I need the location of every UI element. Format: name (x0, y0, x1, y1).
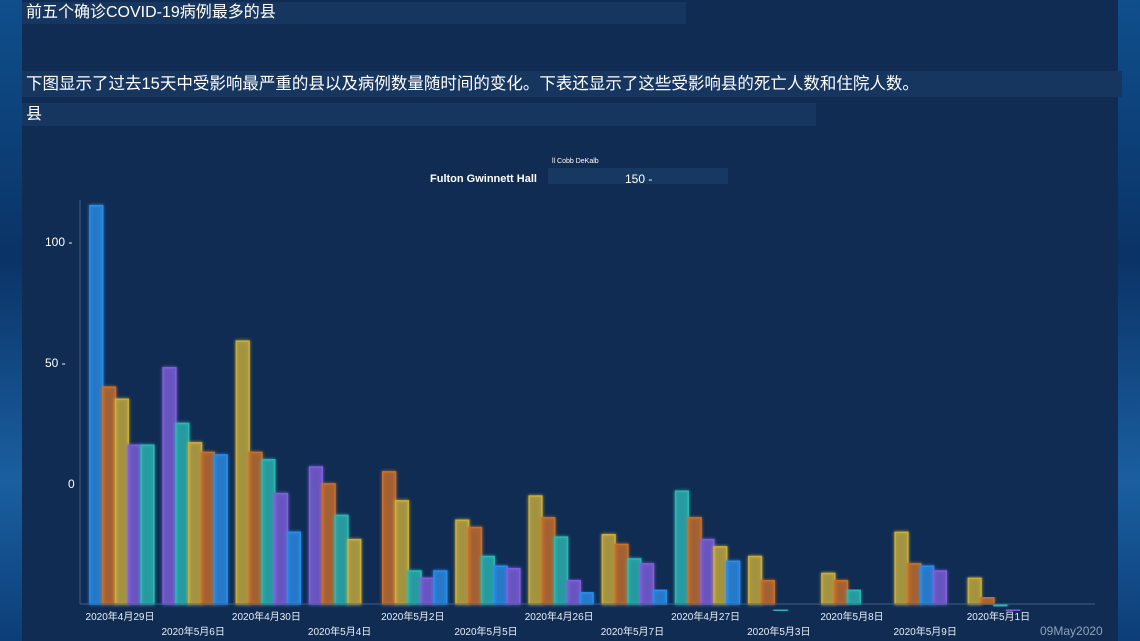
x-tick-label: 2020年5月7日 (601, 625, 664, 638)
x-tick-label: 2020年5月1日 (967, 610, 1030, 623)
x-tick-label: 2020年5月6日 (162, 625, 225, 638)
bar-series (89, 204, 1055, 641)
bar (700, 538, 715, 605)
bar (407, 570, 422, 605)
bar (261, 458, 276, 605)
bar (760, 579, 775, 605)
x-axis: 2020年4月29日 2020年4月30日 2020年5月2日 2020年4月26日 2… (80, 603, 1095, 638)
page-title: 前五个确诊COVID-19病例最多的县 (22, 2, 686, 24)
bar (273, 492, 289, 605)
bar (932, 570, 947, 605)
x-tick-label: 2020年5月8日 (820, 610, 883, 623)
bar (321, 483, 336, 605)
x-tick-label: 2020年4月30日 (232, 610, 301, 623)
bar (235, 340, 250, 605)
bar (747, 555, 763, 605)
bar (89, 204, 104, 605)
bar (455, 519, 470, 605)
bar (725, 560, 741, 605)
bar (687, 517, 702, 605)
bar (127, 444, 142, 605)
left-edge-decoration (0, 0, 22, 641)
bar (420, 577, 435, 605)
y-tick-label: 0 (68, 477, 75, 491)
x-tick-label: 2020年4月29日 (86, 610, 155, 623)
county-label: 县 (22, 103, 816, 126)
bar (894, 531, 909, 605)
x-tick-label: 2020年4月26日 (525, 610, 594, 623)
legend-main-label: Fulton Gwinnett Hall (430, 173, 537, 185)
bar (506, 567, 521, 605)
bar (213, 454, 228, 605)
legend-tick-label: 150 - (625, 172, 652, 186)
right-edge-decoration (1118, 0, 1140, 641)
bar (1005, 608, 1021, 612)
bar (493, 565, 508, 605)
chart-legend: ll Cobb DeKalb Fulton Gwinnett Hall 150 … (430, 158, 728, 186)
x-tick-label: 2020年5月5日 (454, 625, 517, 638)
bar (175, 422, 190, 605)
bar (286, 531, 302, 605)
bar (579, 592, 594, 605)
bar (528, 495, 543, 605)
bar (140, 444, 155, 605)
x-tick-label: 2020年5月9日 (894, 625, 957, 638)
bar (566, 579, 581, 605)
bar (652, 589, 667, 605)
bar (114, 398, 129, 605)
bar (102, 386, 117, 605)
bar (334, 514, 349, 605)
page-description: 下图显示了过去15天中受影响最严重的县以及病例数量随时间的变化。下表还显示了这些… (22, 71, 1122, 97)
bar (907, 563, 922, 605)
bar (919, 565, 935, 605)
y-tick-label: 50 - (45, 356, 66, 370)
bar (980, 596, 995, 605)
x-tick-label: 2020年4月27日 (671, 610, 740, 623)
legend-small-label: ll Cobb DeKalb (552, 158, 599, 165)
bar (308, 466, 324, 605)
x-tick-label: 2020年5月3日 (747, 625, 810, 638)
bar (614, 543, 629, 605)
bar (821, 572, 836, 605)
bar (248, 451, 263, 605)
bar (541, 517, 556, 605)
watermark-date: 09May2020 (1040, 624, 1103, 638)
bar (480, 555, 496, 605)
bar (601, 533, 616, 605)
bar (639, 563, 655, 605)
bar (200, 451, 216, 605)
bar (993, 604, 1008, 607)
bar (627, 558, 642, 605)
bar (188, 442, 203, 605)
x-tick-label: 2020年5月2日 (381, 610, 444, 623)
bar (773, 608, 788, 612)
bar (967, 577, 982, 605)
bar (394, 500, 410, 605)
bar (433, 570, 448, 605)
bar (467, 526, 483, 605)
x-tick-label: 2020年5月4日 (308, 625, 371, 638)
y-axis: 100 - 50 - 0 (45, 200, 81, 604)
bar (553, 536, 569, 605)
y-tick-label: 100 - (45, 235, 72, 249)
bar (347, 538, 362, 605)
bar (833, 579, 849, 605)
bar (846, 589, 861, 605)
bar (162, 366, 177, 605)
bar (674, 490, 689, 605)
bar (713, 546, 728, 605)
bar (381, 471, 397, 605)
